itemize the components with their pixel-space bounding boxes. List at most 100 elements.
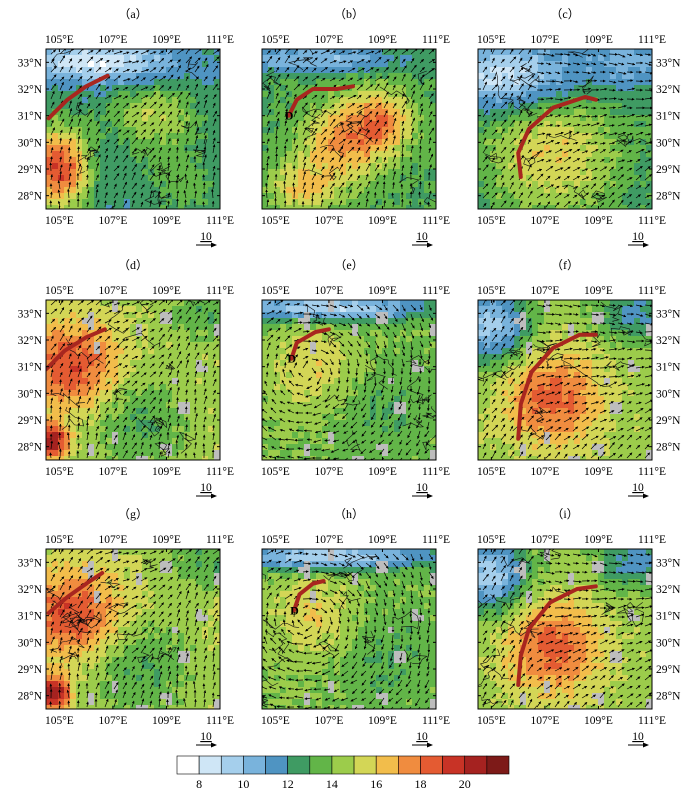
panel-field bbox=[262, 49, 436, 209]
y-tick-label: 29°N bbox=[18, 664, 43, 676]
colorbar-swatch bbox=[353, 755, 377, 775]
panel-e: D （e） 105°E 105°E 107°E 107°E 109°E 109°E 111°E 1… bbox=[261, 258, 450, 499]
x-tick-label: 105°E bbox=[45, 534, 74, 546]
x-tick-label: 111°E bbox=[206, 285, 234, 297]
y-tick-label: 32°N bbox=[18, 335, 43, 347]
y-tick-label: 30°N bbox=[18, 637, 43, 649]
x-tick-label: 109°E bbox=[368, 34, 397, 46]
vector-scale-label: 10 bbox=[632, 731, 644, 743]
vector-scale-label: 10 bbox=[200, 482, 212, 494]
panel-field bbox=[478, 549, 652, 709]
x-tick-label: 111°E bbox=[422, 466, 450, 478]
trough-line bbox=[46, 73, 110, 121]
y-tick-label: 33°N bbox=[18, 57, 43, 69]
x-tick-label: 105°E bbox=[477, 215, 506, 227]
panel-frame bbox=[261, 548, 437, 710]
x-tick-label: 109°E bbox=[584, 534, 613, 546]
x-tick-label: 107°E bbox=[530, 466, 559, 478]
y-tick-label: 29°N bbox=[18, 415, 43, 427]
x-tick-label: 111°E bbox=[638, 715, 666, 727]
wind-vectors bbox=[482, 300, 652, 459]
x-tick-label: 111°E bbox=[422, 34, 450, 46]
x-tick-label: 109°E bbox=[152, 534, 181, 546]
panel-b: D （b） 105°E 105°E 107°E 107°E 109°E 109°E 111°E 1… bbox=[261, 7, 450, 248]
colorbar-label: 14 bbox=[326, 777, 338, 791]
y-tick-label: 29°N bbox=[656, 164, 681, 176]
vector-scale-label: 10 bbox=[632, 231, 644, 243]
y-tick-label: 28°N bbox=[18, 442, 43, 454]
panel-field bbox=[478, 49, 652, 209]
y-tick-label: 33°N bbox=[18, 557, 43, 569]
x-tick-label: 111°E bbox=[206, 715, 234, 727]
x-tick-label: 109°E bbox=[152, 34, 181, 46]
x-tick-label: 105°E bbox=[477, 715, 506, 727]
x-tick-label: 109°E bbox=[152, 215, 181, 227]
y-tick-label: 29°N bbox=[18, 164, 43, 176]
x-tick-label: 105°E bbox=[261, 285, 290, 297]
y-tick-label: 32°N bbox=[18, 84, 43, 96]
y-tick-label: 31°N bbox=[18, 111, 43, 123]
x-tick-label: 109°E bbox=[152, 285, 181, 297]
colorbar-swatch bbox=[198, 755, 222, 775]
x-tick-label: 109°E bbox=[368, 215, 397, 227]
trough-line bbox=[286, 84, 355, 118]
colorbar-label: 20 bbox=[459, 777, 471, 791]
x-tick-label: 105°E bbox=[45, 466, 74, 478]
panel-label: （h） bbox=[334, 507, 364, 521]
colorbar-swatch bbox=[420, 755, 443, 775]
x-tick-label: 109°E bbox=[584, 285, 613, 297]
x-tick-label: 107°E bbox=[98, 215, 127, 227]
x-tick-label: 107°E bbox=[314, 466, 343, 478]
y-tick-label: 30°N bbox=[18, 388, 43, 400]
panel-label: （b） bbox=[334, 7, 364, 21]
y-tick-label: 28°N bbox=[656, 691, 681, 703]
x-tick-label: 105°E bbox=[45, 34, 74, 46]
x-tick-label: 111°E bbox=[638, 285, 666, 297]
trough-line bbox=[516, 95, 598, 179]
y-tick-label: 29°N bbox=[656, 415, 681, 427]
y-tick-label: 31°N bbox=[656, 362, 681, 374]
y-tick-label: 31°N bbox=[656, 611, 681, 623]
x-tick-label: 105°E bbox=[45, 285, 74, 297]
vector-scale-label: 10 bbox=[416, 482, 428, 494]
colorbar-swatch bbox=[309, 755, 333, 775]
panel-frame bbox=[45, 48, 221, 210]
x-tick-label: 105°E bbox=[261, 466, 290, 478]
panel-label: （a） bbox=[118, 7, 147, 21]
x-tick-label: 109°E bbox=[368, 715, 397, 727]
y-tick-label: 31°N bbox=[18, 611, 43, 623]
colorbar-label: 12 bbox=[282, 777, 294, 791]
wind-vectors bbox=[49, 300, 219, 459]
colorbar-label: 8 bbox=[196, 777, 202, 791]
x-tick-label: 105°E bbox=[477, 285, 506, 297]
x-tick-label: 109°E bbox=[368, 285, 397, 297]
x-tick-label: 109°E bbox=[584, 215, 613, 227]
colorbar-label: 18 bbox=[415, 777, 427, 791]
panel-frame bbox=[477, 48, 653, 210]
x-tick-label: 109°E bbox=[584, 34, 613, 46]
y-tick-label: 30°N bbox=[656, 637, 681, 649]
x-tick-label: 105°E bbox=[45, 715, 74, 727]
colorbar-swatch bbox=[375, 755, 399, 775]
colorbar-label: 10 bbox=[237, 777, 249, 791]
low-center-marker: D bbox=[285, 109, 294, 123]
panel-field bbox=[46, 549, 220, 709]
y-tick-label: 33°N bbox=[656, 57, 681, 69]
colorbar-swatch bbox=[331, 755, 355, 775]
wind-vectors bbox=[265, 49, 435, 208]
trough-line bbox=[46, 327, 107, 372]
x-tick-label: 107°E bbox=[314, 285, 343, 297]
panel-a: （a） 105°E 105°E 107°E 107°E 109°E 109°E 111°E 11… bbox=[18, 7, 234, 248]
x-tick-label: 111°E bbox=[638, 534, 666, 546]
colorbar-swatch bbox=[486, 755, 510, 775]
colorbar-label: 16 bbox=[370, 777, 382, 791]
wind-vectors bbox=[482, 49, 652, 208]
x-tick-label: 109°E bbox=[152, 715, 181, 727]
panel-field bbox=[46, 49, 220, 209]
x-tick-label: 111°E bbox=[638, 34, 666, 46]
colorbar-swatch bbox=[287, 755, 311, 775]
panel-label: （c） bbox=[550, 7, 579, 21]
panel-field bbox=[262, 549, 436, 709]
y-tick-label: 31°N bbox=[656, 111, 681, 123]
